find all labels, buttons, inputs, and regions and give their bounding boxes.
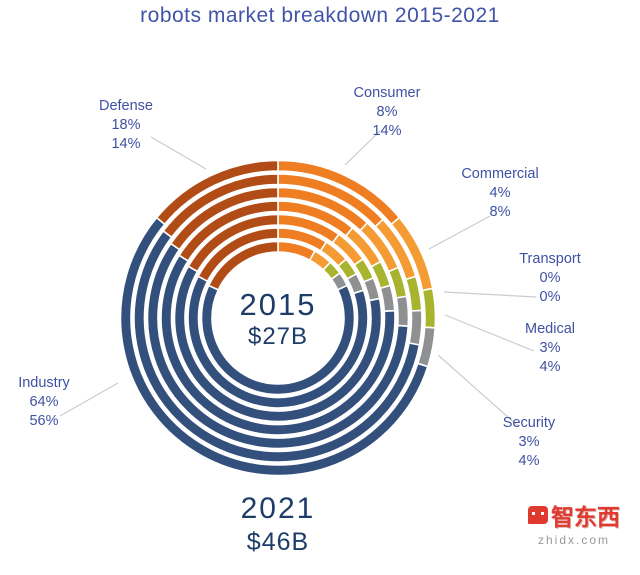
watermark-site-text: zhidx.com	[537, 533, 611, 547]
label-consumer: Consumer 8% 14%	[344, 84, 430, 141]
label-security-2021: 4%	[518, 453, 540, 469]
ring-2015-segment-defense	[207, 240, 279, 291]
label-security-2015: 3%	[518, 434, 540, 450]
ring-2019-segment-defense	[169, 186, 279, 251]
leader-line-defense	[150, 136, 207, 170]
page-title: robots market breakdown 2015-2021	[140, 4, 500, 27]
ring-2021-segment-medical	[421, 287, 437, 329]
label-medical: Medical 3% 4%	[506, 320, 594, 377]
ring-2018-segment-defense	[178, 200, 279, 263]
leader-line-medical	[444, 314, 535, 352]
ring-2018-segment-security	[379, 284, 396, 313]
bottom-year: 2021	[240, 492, 316, 525]
leader-line-consumer	[344, 130, 381, 166]
label-medical-2015: 3%	[539, 340, 561, 356]
center-year: 2015	[239, 287, 317, 322]
leader-line-commercial	[428, 215, 491, 250]
leader-line-transport	[443, 291, 537, 298]
label-commercial-2021: 8%	[489, 204, 511, 220]
center-total: $27B	[247, 323, 309, 350]
ring-2016-segment-defense	[197, 227, 279, 283]
bottom-total: $46B	[246, 528, 310, 556]
center-label: 2015 $27B	[240, 288, 317, 352]
label-consumer-2021: 14%	[372, 123, 402, 139]
label-commercial-2015: 4%	[489, 185, 511, 201]
label-medical-name: Medical	[525, 321, 575, 337]
ring-2017-segment-defense	[187, 213, 279, 273]
label-transport-name: Transport	[519, 251, 581, 267]
leader-line-industry	[59, 382, 119, 417]
ring-2021-segment-defense	[155, 159, 279, 226]
ring-2020-segment-defense	[162, 173, 279, 239]
label-medical-2021: 4%	[539, 359, 561, 375]
bottom-label: 2021 $46B	[241, 492, 316, 558]
label-defense-2015: 18%	[111, 117, 141, 133]
label-transport: Transport 0% 0%	[502, 250, 598, 307]
label-commercial: Commercial 4% 8%	[452, 165, 548, 222]
zhidx-logo-icon	[528, 506, 548, 524]
label-defense-name: Defense	[98, 98, 153, 114]
label-industry: Industry 64% 56%	[6, 374, 82, 431]
watermark-logo-text: 智东西	[551, 504, 620, 530]
label-security: Security 3% 4%	[486, 414, 572, 471]
label-transport-2021: 0%	[539, 289, 561, 305]
label-industry-name: Industry	[18, 375, 70, 391]
label-defense: Defense 18% 14%	[88, 97, 164, 154]
label-defense-2021: 14%	[111, 136, 141, 152]
leader-line-security	[437, 354, 519, 427]
label-commercial-name: Commercial	[461, 166, 539, 182]
label-consumer-name: Consumer	[353, 85, 421, 101]
label-transport-2015: 0%	[539, 270, 561, 286]
ring-2020-segment-security	[408, 309, 423, 346]
label-industry-2015: 64%	[29, 394, 59, 410]
label-security-name: Security	[502, 415, 556, 431]
label-consumer-2015: 8%	[376, 104, 398, 120]
ring-2019-segment-security	[395, 295, 410, 328]
watermark: 智东西 zhidx.com	[514, 498, 634, 547]
label-industry-2021: 56%	[29, 413, 59, 429]
